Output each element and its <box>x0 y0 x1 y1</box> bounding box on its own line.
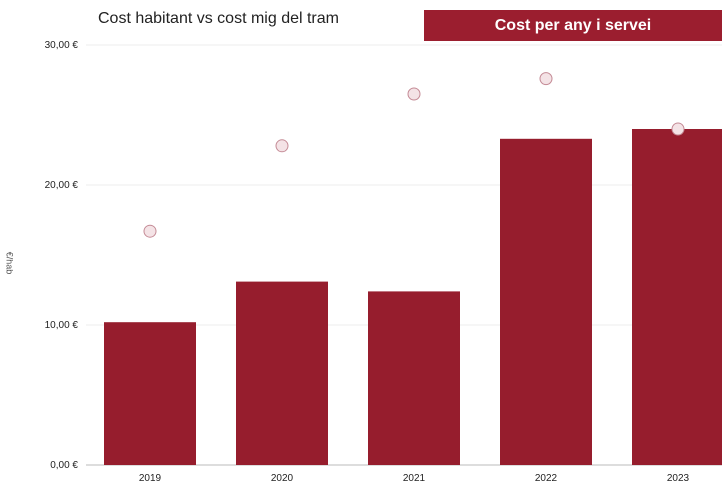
x-ticks: 2019 2020 2021 2022 2023 <box>139 473 690 484</box>
x-tick-label: 2020 <box>271 473 294 484</box>
y-tick-label: 30,00 € <box>45 40 79 51</box>
data-point <box>275 139 289 153</box>
chart-title: Cost habitant vs cost mig del tram <box>98 10 339 27</box>
x-tick-label: 2023 <box>667 473 690 484</box>
bar <box>368 291 460 465</box>
data-point <box>539 72 553 86</box>
x-tick-label: 2022 <box>535 473 558 484</box>
bar <box>632 129 722 465</box>
y-tick-label: 0,00 € <box>50 460 78 471</box>
bars <box>104 129 722 466</box>
x-tick-label: 2021 <box>403 473 426 484</box>
data-point <box>671 122 685 136</box>
y-ticks: 0,00 € 10,00 € 20,00 € 30,00 € <box>45 40 79 471</box>
section-banner: Cost per any i servei <box>424 10 722 41</box>
y-tick-label: 20,00 € <box>45 180 79 191</box>
data-point <box>143 224 157 238</box>
x-tick-label: 2019 <box>139 473 162 484</box>
bar <box>236 281 328 465</box>
y-tick-label: 10,00 € <box>45 320 79 331</box>
bar <box>500 138 592 466</box>
points <box>143 72 685 238</box>
bar <box>104 322 196 465</box>
data-point <box>407 87 421 101</box>
